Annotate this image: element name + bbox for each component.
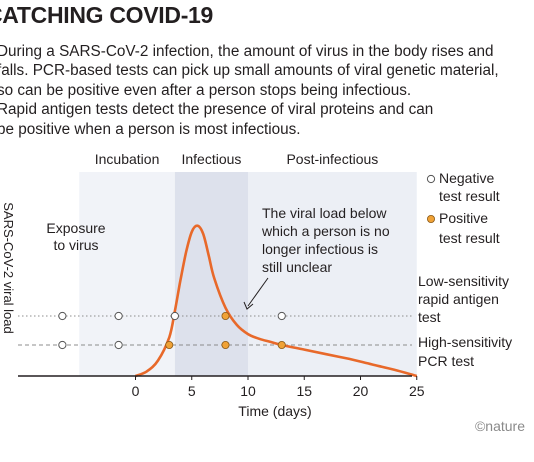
phase-label-post-infectious: Post-infectious <box>286 151 378 167</box>
exposure-label-line-1: Exposure <box>46 220 105 236</box>
legend-negative-line-2: test result <box>439 188 500 204</box>
test-marker-positive <box>221 311 230 320</box>
phase-label-infectious: Infectious <box>181 151 241 167</box>
x-tick-label: 5 <box>188 383 196 399</box>
intro-line: Rapid antigen tests detect the presence … <box>0 101 434 119</box>
page-title: CATCHING COVID-19 <box>0 2 214 28</box>
low-test-label-line-3: test <box>418 309 441 325</box>
x-tick-label: 10 <box>240 383 256 399</box>
phase-label-incubation: Incubation <box>95 151 160 167</box>
phase-labels: Incubation Infectious Post-infectious <box>95 151 379 167</box>
y-axis-label: SARS-CoV-2 viral load <box>1 202 16 334</box>
note-pointer-head <box>243 301 254 310</box>
test-marker-negative <box>114 311 123 321</box>
x-tick-label: 0 <box>132 383 140 399</box>
test-marker-positive <box>221 340 230 349</box>
legend: Negative test result Positive test resul… <box>426 170 500 246</box>
test-marker-negative <box>58 311 67 321</box>
legend-negative-line-1: Negative <box>439 170 494 186</box>
exposure-annotation: Exposure to virus <box>46 220 105 253</box>
legend-negative-marker <box>426 174 436 184</box>
nature-credit: ©nature <box>475 418 525 434</box>
legend-positive-marker <box>426 214 435 223</box>
test-markers <box>58 311 286 350</box>
test-lines <box>18 315 412 346</box>
intro-line: During a SARS-CoV-2 infection, the amoun… <box>0 43 494 60</box>
legend-positive-line-2: test result <box>439 230 500 246</box>
viral-load-note-line-1: The viral load below <box>262 205 387 221</box>
phase-band-post-infectious <box>248 172 417 376</box>
phase-band-incubation <box>79 172 175 376</box>
note-pointer <box>247 277 269 307</box>
intro-line: falls. PCR-based tests can pick up small… <box>0 62 499 80</box>
phase-band-infectious <box>174 172 248 376</box>
x-tick-label: 15 <box>296 383 312 399</box>
test-marker-positive <box>277 340 286 349</box>
test-marker-negative <box>114 340 123 350</box>
viral-load-note: The viral load below which a person is n… <box>261 205 390 275</box>
exposure-label-line-2: to virus <box>53 237 98 253</box>
phase-shading <box>79 172 417 376</box>
test-marker-negative <box>170 311 179 321</box>
pcr-test-label: High-sensitivity PCR test <box>418 334 512 369</box>
viral-load-note-line-4: still unclear <box>262 259 332 275</box>
test-marker-negative <box>277 311 286 321</box>
pcr-test-label-line-1: High-sensitivity <box>418 334 512 350</box>
x-tick-label: 20 <box>353 383 369 399</box>
test-marker-positive <box>165 340 174 349</box>
viral-load-note-line-3: longer infectious is <box>262 241 378 257</box>
pcr-test-label-line-2: PCR test <box>418 353 474 369</box>
low-test-label-line-1: Low-sensitivity <box>418 273 509 289</box>
viral-load-note-line-2: which a person is no <box>261 223 390 239</box>
low-test-label: Low-sensitivity rapid antigen test <box>418 273 509 325</box>
intro-line: be positive when a person is most infect… <box>0 120 301 138</box>
x-axis-label: Time (days) <box>238 403 311 419</box>
x-tick-label: 25 <box>409 383 425 399</box>
test-marker-negative <box>58 340 67 350</box>
low-test-label-line-2: rapid antigen <box>418 291 499 307</box>
intro-line: so can be positive even after a person s… <box>0 81 412 99</box>
legend-positive-line-1: Positive <box>439 210 488 226</box>
intro-text: During a SARS-CoV-2 infection, the amoun… <box>0 42 534 139</box>
x-axis: 0 5 10 15 20 25 <box>18 375 425 399</box>
